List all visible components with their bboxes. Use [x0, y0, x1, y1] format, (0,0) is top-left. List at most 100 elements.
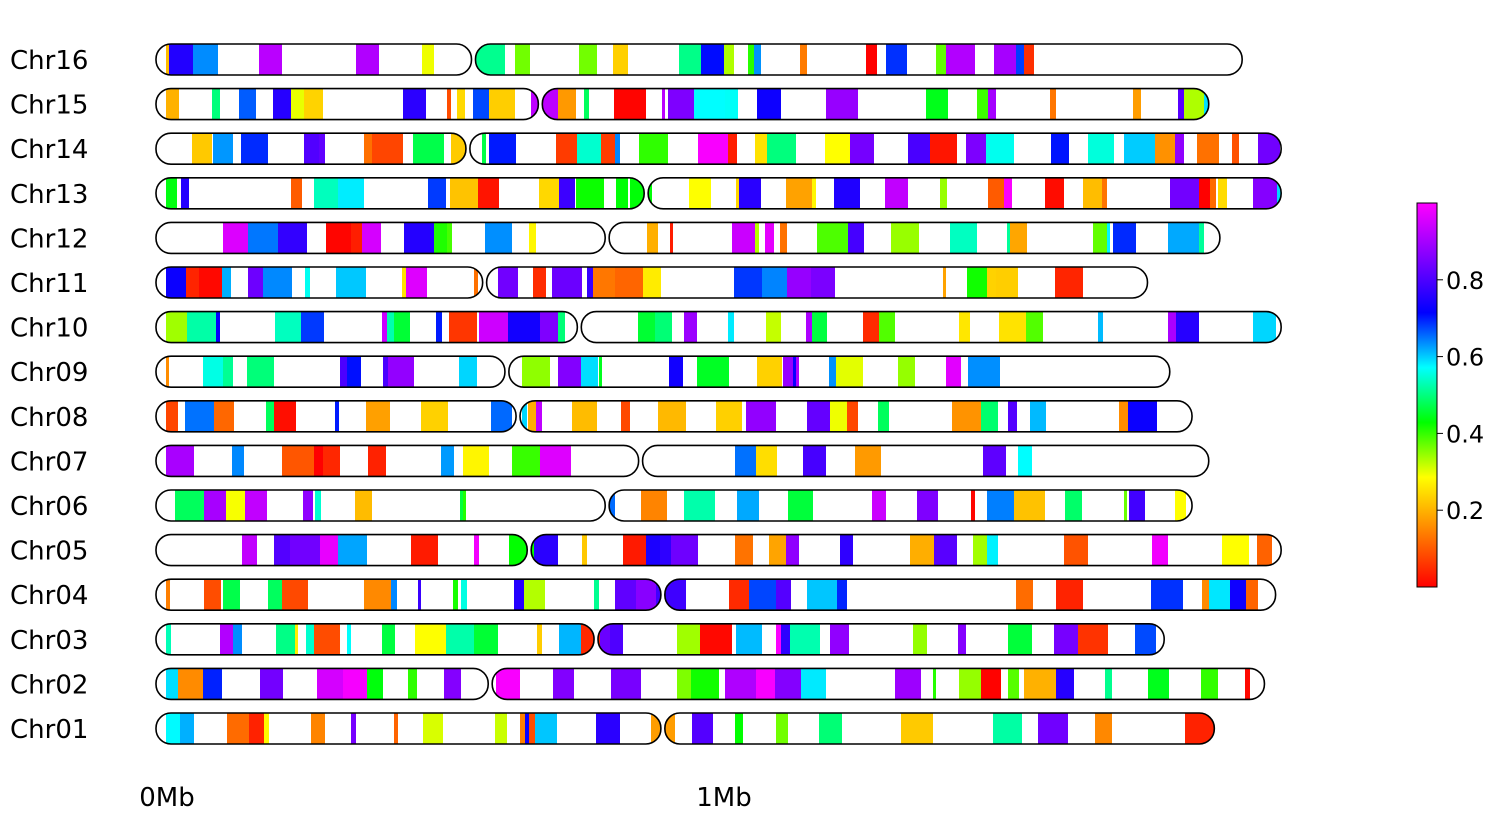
arm-p-outline [155, 177, 645, 210]
segment [936, 44, 946, 75]
segment [1050, 88, 1056, 120]
segment [1124, 133, 1155, 165]
segment [338, 177, 364, 209]
segment [700, 623, 732, 655]
segment [304, 88, 323, 120]
segment-group [166, 445, 1032, 477]
segment [848, 222, 864, 254]
segment [1105, 668, 1112, 700]
segment [314, 445, 323, 477]
segment [806, 311, 812, 343]
segment [775, 668, 801, 700]
arm-q-outline [580, 310, 1282, 344]
segment [558, 88, 576, 120]
segment [263, 267, 292, 298]
arm-q-outline [469, 132, 1282, 165]
segment-group [166, 623, 1156, 655]
segment [335, 400, 339, 432]
chromosome-chr13: Chr13 [10, 177, 1282, 210]
segment [559, 177, 575, 209]
segment [423, 713, 443, 744]
segment [394, 713, 398, 744]
segment [786, 534, 799, 566]
segment [203, 668, 222, 700]
segment [535, 713, 557, 744]
segment [1185, 713, 1215, 744]
segment [596, 713, 620, 744]
segment [934, 534, 957, 566]
segment [232, 445, 244, 477]
arm-p-outline [155, 310, 579, 344]
segment [755, 222, 759, 254]
segment [986, 133, 1014, 165]
segment [582, 534, 587, 566]
arm-q-outline [519, 399, 1193, 433]
segment [958, 623, 966, 655]
segment [836, 356, 863, 388]
segment [735, 445, 756, 477]
segment [259, 44, 282, 75]
segment [1007, 222, 1010, 254]
segment [756, 445, 777, 477]
segment [994, 44, 1016, 75]
segment [1230, 579, 1246, 611]
segment [181, 177, 189, 209]
segment [658, 400, 686, 432]
segment [166, 579, 170, 611]
segment [781, 623, 790, 655]
segment [553, 668, 574, 700]
arm-q-outline [647, 177, 1282, 210]
segment [736, 623, 762, 655]
segment [885, 177, 908, 209]
segment [204, 490, 226, 521]
segment [415, 623, 446, 655]
segment [1184, 88, 1204, 120]
segment [638, 311, 655, 343]
segment [966, 133, 986, 165]
chromosome-tracks: Chr16 Chr15 Chr14 Chr13 Chr12 Chr11 Chr10 Chr09… [10, 43, 1282, 745]
segment [388, 356, 414, 388]
segment [463, 490, 466, 521]
segment [933, 668, 936, 700]
arm-q-outline [508, 355, 1171, 389]
chromosome-chr08: Chr08 [10, 399, 1193, 433]
chromosome-chr06: Chr06 [10, 489, 1193, 522]
segment [655, 311, 672, 343]
segment [1199, 177, 1210, 209]
chromosome-label: Chr05 [10, 537, 88, 567]
arm-q-outline [485, 266, 1149, 299]
arm-p-outline [155, 712, 662, 745]
segment [725, 668, 756, 700]
segment [428, 177, 446, 209]
segment [295, 623, 298, 655]
segment [908, 133, 930, 165]
segment [803, 445, 826, 477]
x-axis: 0Mb 1Mb [139, 783, 751, 813]
segment [1024, 44, 1034, 75]
segment [1202, 579, 1209, 611]
colorbar-tick-label: 0.2 [1446, 497, 1484, 525]
x-tick-label-0: 0Mb [139, 783, 194, 813]
segment [757, 356, 782, 388]
segment [584, 88, 589, 120]
segment [457, 88, 465, 120]
segment [166, 88, 179, 120]
arm-q-outline [530, 533, 1282, 567]
segment [643, 267, 661, 298]
chromosome-chr03: Chr03 [10, 622, 1165, 656]
segment [463, 445, 489, 477]
segment [639, 133, 668, 165]
segment-group [223, 222, 1204, 254]
segment [830, 400, 847, 432]
segment [311, 713, 325, 744]
segment [326, 222, 351, 254]
segment [520, 713, 525, 744]
segment [556, 133, 577, 165]
segment [367, 668, 383, 700]
segment [701, 44, 724, 75]
segment [166, 623, 171, 655]
segment [1151, 579, 1183, 611]
segment [662, 88, 665, 120]
segment [315, 490, 321, 521]
segment-group [242, 534, 1272, 566]
